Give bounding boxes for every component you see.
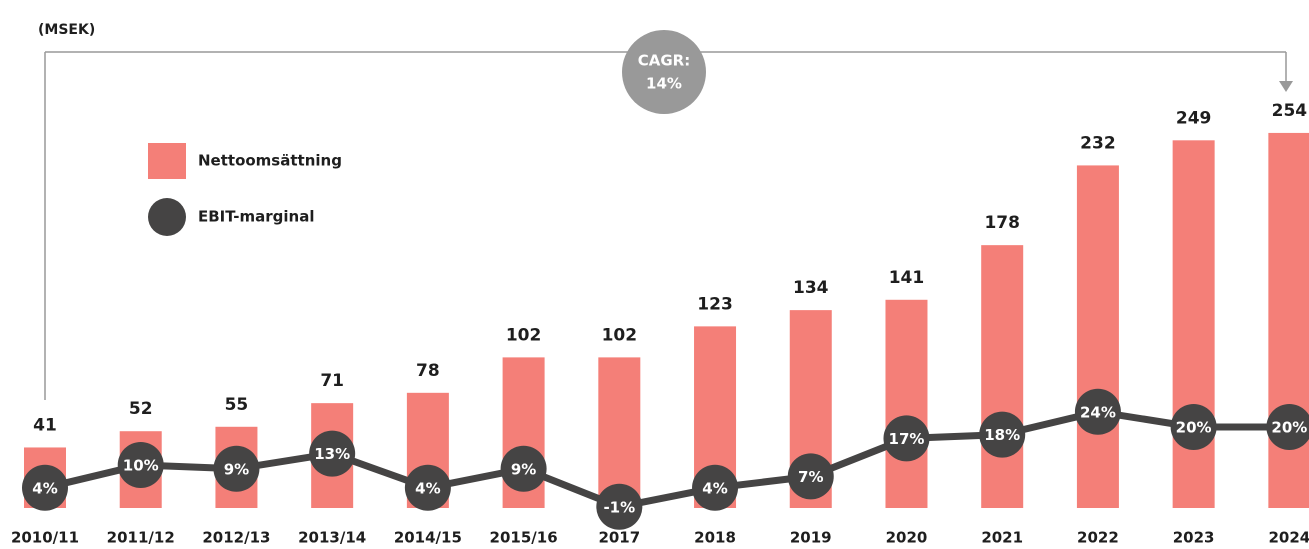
marker (1170, 404, 1217, 450)
data-label: 134 (793, 278, 829, 298)
x-tick-label: 2018 (694, 529, 736, 547)
data-label: 254 (1272, 101, 1308, 121)
x-tick-label: 2021 (981, 529, 1023, 547)
data-label: 20% (1176, 419, 1212, 437)
marker (883, 415, 930, 462)
data-label: 9% (224, 460, 249, 478)
data-label: 10% (123, 457, 159, 475)
arrow-head (1279, 81, 1293, 92)
data-label: 20% (1271, 419, 1307, 437)
data-label: 4% (702, 479, 727, 497)
x-tick-label: 2012/13 (202, 529, 270, 547)
data-label: 52 (129, 399, 153, 419)
data-label: 123 (697, 294, 733, 314)
bar (1268, 132, 1309, 508)
x-tick-label: 2024 (1268, 529, 1309, 547)
data-label: 102 (506, 325, 542, 345)
data-label: 18% (984, 426, 1020, 444)
marker (213, 445, 260, 492)
data-label: 7% (798, 468, 823, 486)
data-label: 4% (415, 479, 440, 497)
data-label: 232 (1080, 133, 1116, 153)
x-tick-label: 2020 (886, 529, 928, 547)
marker (787, 453, 834, 500)
cagr-badge (622, 30, 706, 114)
data-label: 141 (889, 268, 925, 288)
data-label: 17% (889, 430, 925, 448)
legend-swatch (148, 198, 186, 236)
cagr-bracket: CAGR: 14% (44, 30, 1293, 400)
x-tick-label: 2019 (790, 529, 832, 547)
data-label: 178 (984, 213, 1020, 233)
data-label: 249 (1176, 108, 1212, 128)
bar (1076, 165, 1119, 508)
data-label: 24% (1080, 403, 1116, 421)
legend-swatch (148, 143, 186, 179)
marker (309, 430, 356, 477)
marker (500, 445, 547, 492)
marker (979, 411, 1026, 458)
data-label: 41 (33, 415, 57, 435)
data-label: 71 (320, 371, 344, 391)
marker (22, 464, 68, 511)
bar (885, 299, 928, 508)
bar (598, 357, 641, 508)
data-label: 78 (416, 361, 440, 381)
x-tick-label: 2014/15 (394, 529, 462, 547)
marker (404, 464, 451, 511)
data-label: -1% (603, 498, 635, 516)
unit-label: (MSEK) (38, 22, 95, 38)
annotation: CAGR: (638, 52, 690, 70)
x-tick-label: 2010/11 (11, 529, 79, 547)
annotation: 14% (646, 75, 682, 93)
data-label: 9% (511, 460, 536, 478)
marker (596, 483, 643, 530)
x-tick-label: 2017 (598, 529, 640, 547)
marker (692, 464, 739, 511)
data-label: 102 (602, 325, 638, 345)
data-label: 13% (314, 445, 350, 463)
marker (1074, 388, 1121, 435)
x-tick-label: 2011/12 (107, 529, 175, 547)
x-tick-label: 2022 (1077, 529, 1119, 547)
bar (981, 245, 1024, 509)
x-tick-label: 2015/16 (490, 529, 558, 547)
marker (117, 442, 164, 488)
data-label: 4% (32, 479, 57, 497)
legend-label: Nettoomsättning (198, 152, 342, 170)
x-tick-label: 2013/14 (298, 529, 366, 547)
x-tick-label: 2023 (1173, 529, 1215, 547)
data-label: 55 (225, 395, 249, 415)
bar (1172, 140, 1215, 508)
legend-label: EBIT-marginal (198, 208, 314, 226)
marker (1266, 404, 1309, 450)
